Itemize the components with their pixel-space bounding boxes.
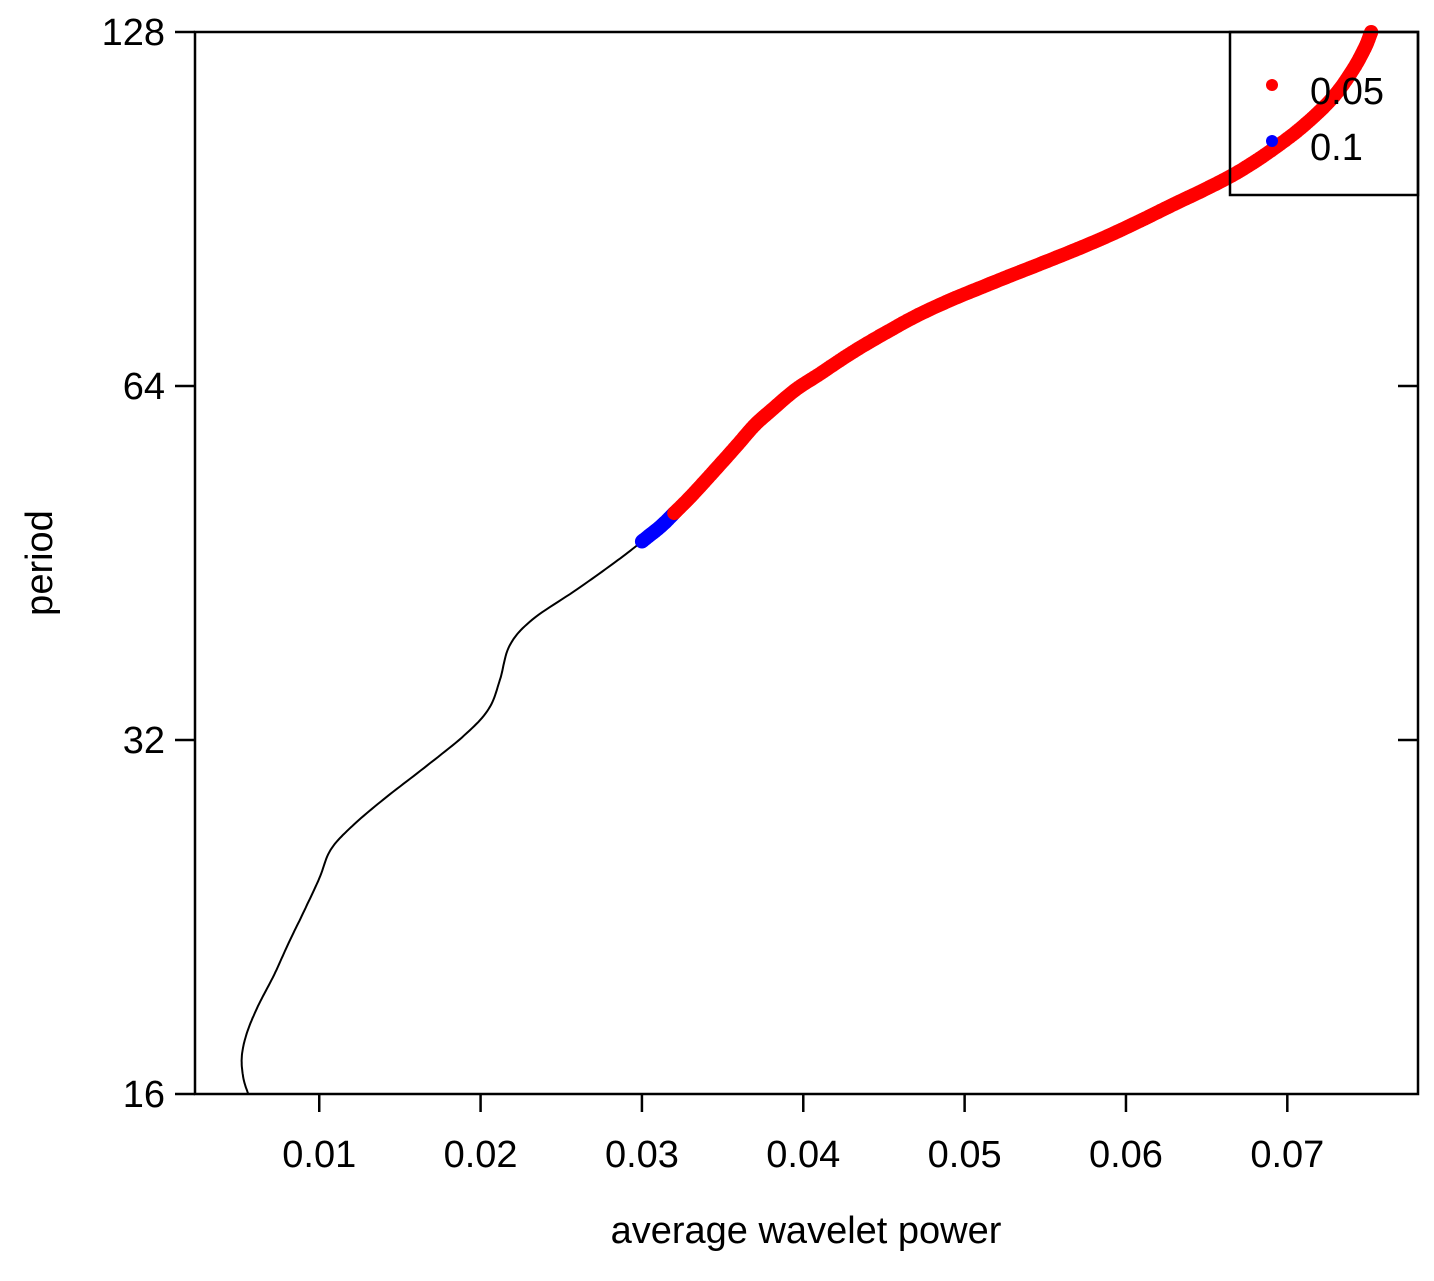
y-axis: 16 32 64 128: [102, 12, 1418, 1116]
x-tick-label: 0.03: [605, 1134, 679, 1176]
x-axis-title: average wavelet power: [611, 1210, 1002, 1252]
series-layer: [240, 25, 1379, 1095]
legend-marker-005: [1266, 79, 1278, 91]
legend-marker-01: [1266, 135, 1278, 147]
series-points-red: [667, 25, 1379, 521]
x-tick-label: 0.06: [1089, 1134, 1163, 1176]
legend: 0.05 0.1: [1228, 30, 1420, 197]
legend-label-005: 0.05: [1310, 71, 1384, 113]
series-line-black: [240, 540, 643, 1095]
plot-frame: [193, 30, 1420, 1096]
y-tick-label: 128: [102, 12, 165, 54]
x-tick-label: 0.04: [766, 1134, 840, 1176]
x-tick-label: 0.02: [444, 1134, 518, 1176]
legend-box: [1228, 30, 1420, 197]
y-tick-label: 32: [123, 720, 165, 762]
x-tick-label: 0.01: [282, 1134, 356, 1176]
y-tick-label: 64: [123, 366, 165, 408]
legend-label-01: 0.1: [1310, 127, 1363, 169]
y-tick-label: 16: [123, 1074, 165, 1116]
x-axis: 0.01 0.02 0.03 0.04 0.05 0.06 0.07: [282, 1094, 1324, 1176]
y-axis-title: period: [19, 510, 61, 616]
x-tick-label: 0.05: [928, 1134, 1002, 1176]
x-tick-label: 0.07: [1250, 1134, 1324, 1176]
